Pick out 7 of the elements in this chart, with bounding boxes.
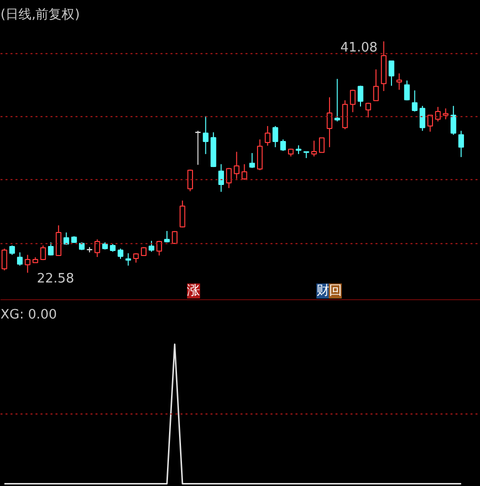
annotation: 41.08 (340, 40, 378, 56)
text: 回 (328, 284, 342, 298)
text: 涨 (187, 284, 200, 298)
text: 财 (316, 284, 330, 298)
chart-title: XG: 0.00 (0, 308, 57, 322)
annotation: 22.58 (36, 272, 74, 287)
chart-title: (日线,前复权) (0, 8, 80, 22)
